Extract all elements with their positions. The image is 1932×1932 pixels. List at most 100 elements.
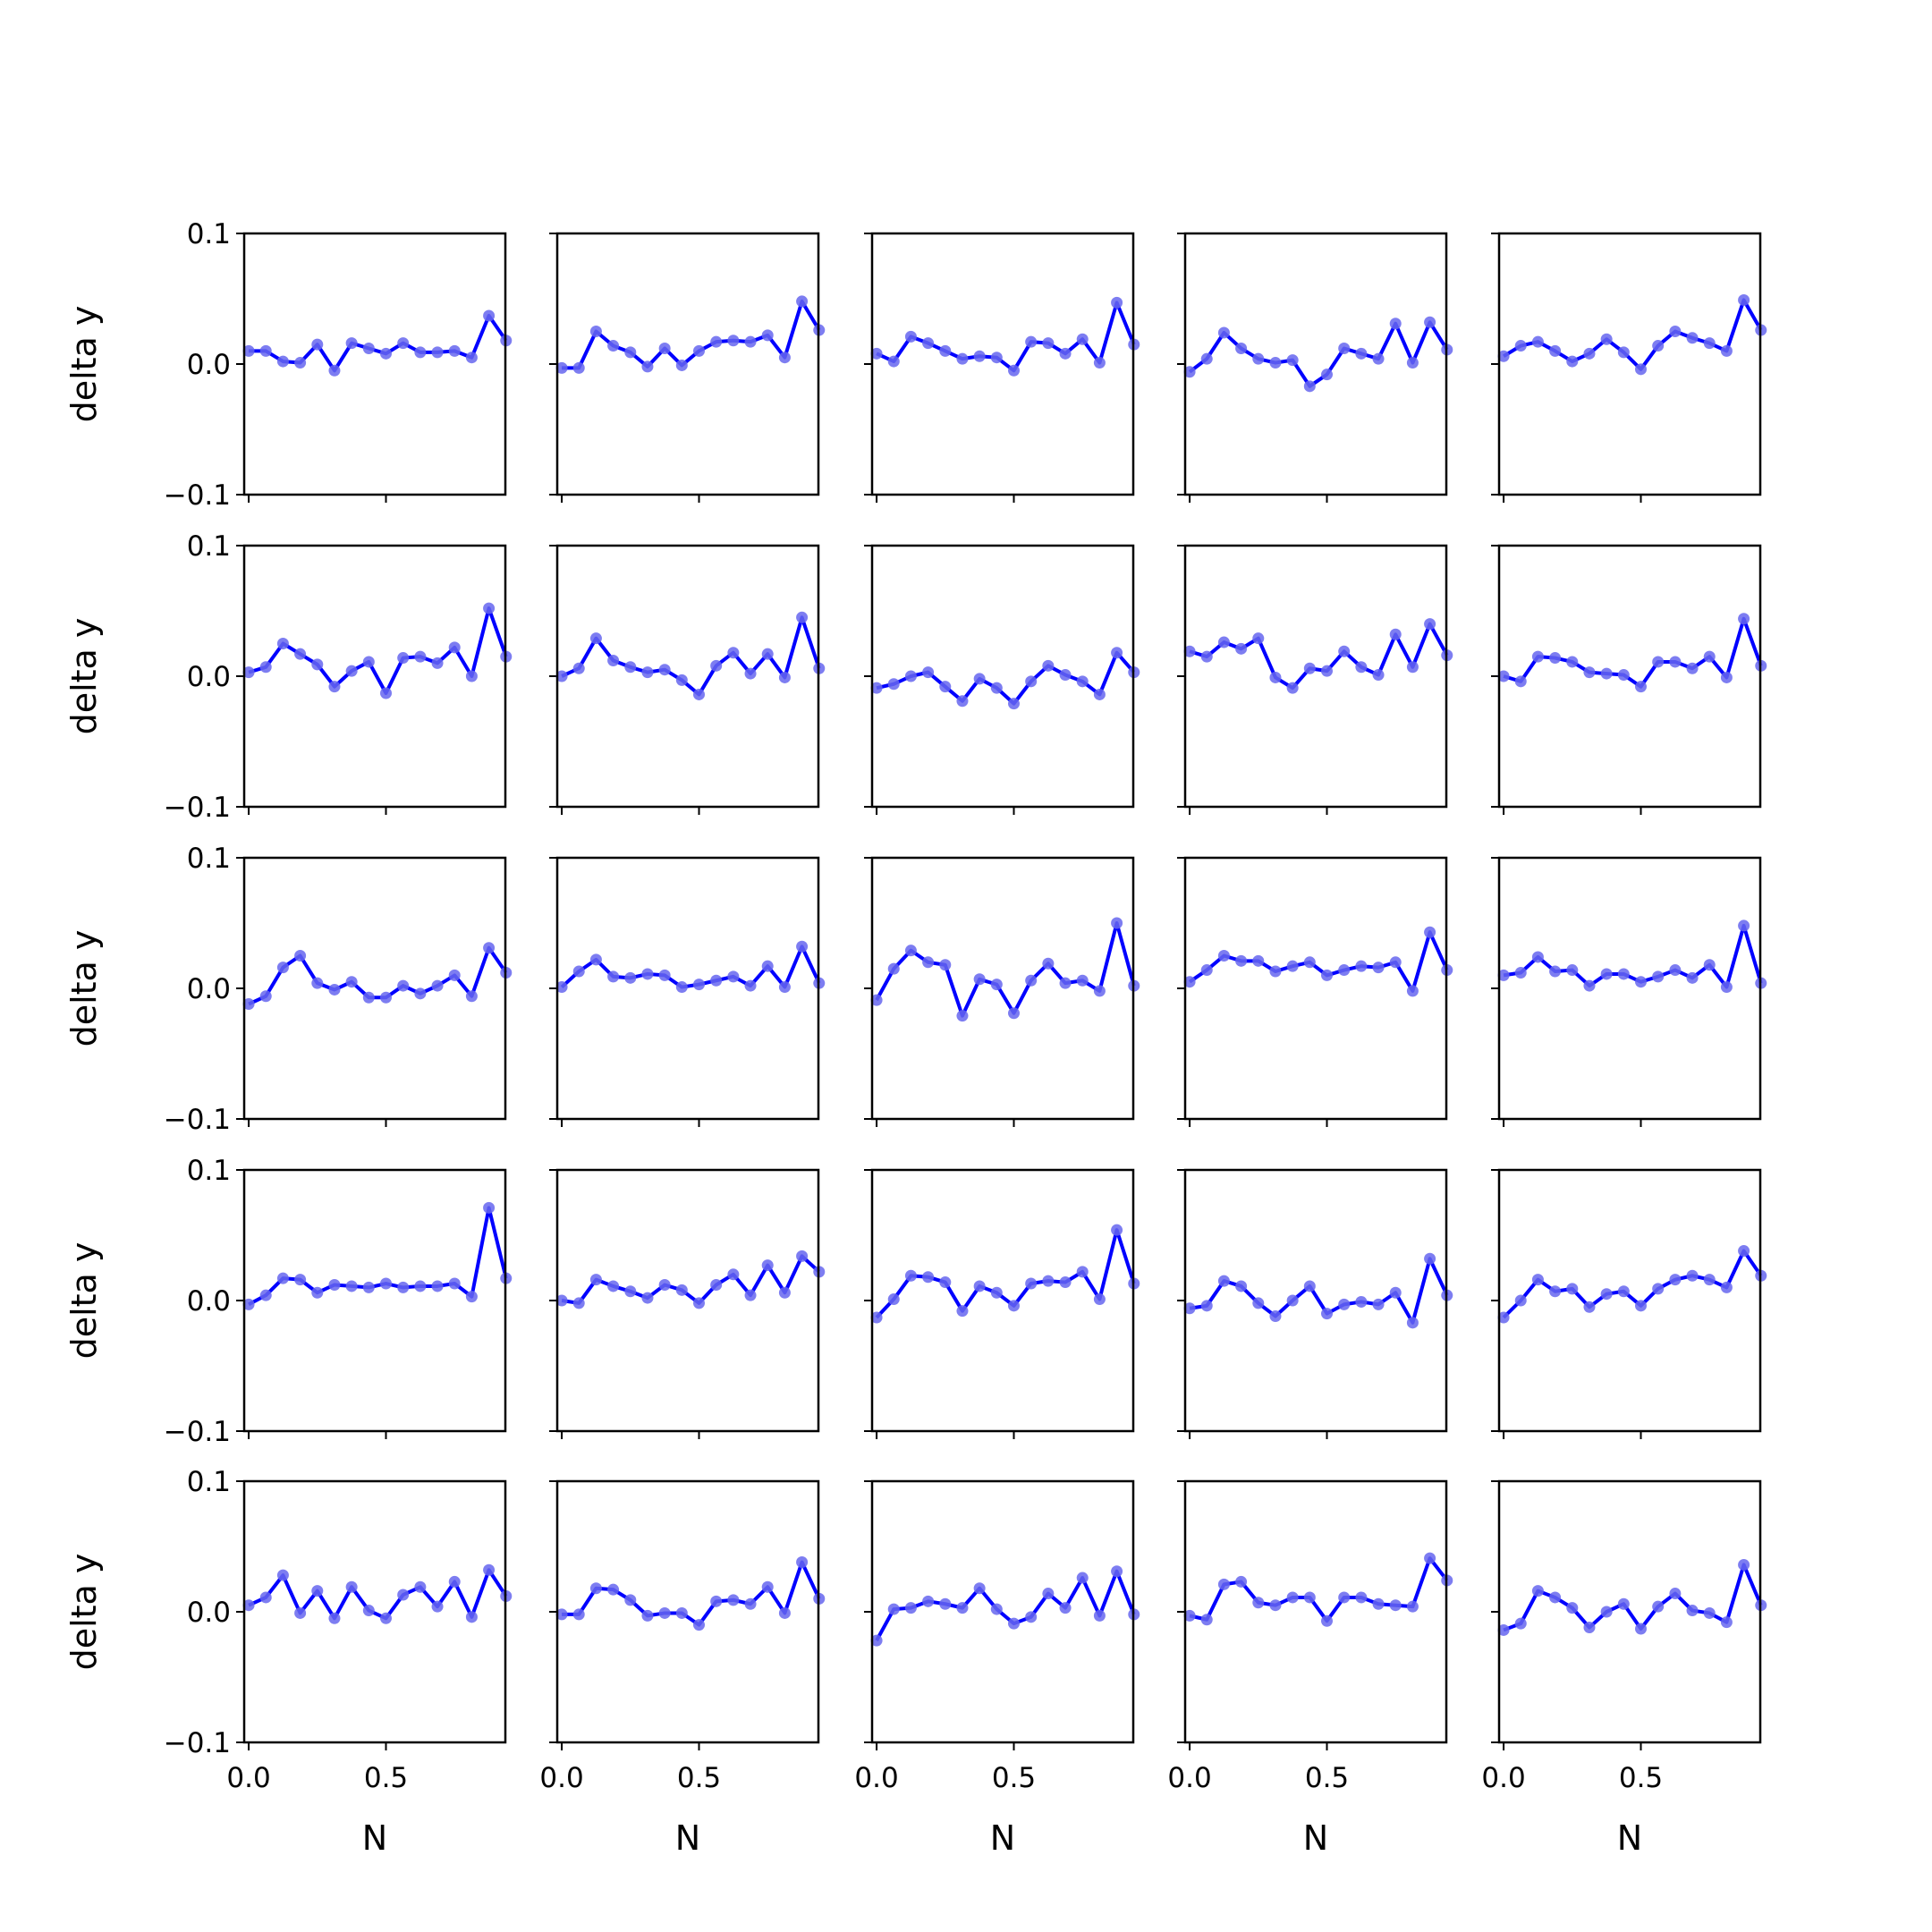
- axes-frame: [242, 856, 507, 1121]
- data-point: [1669, 964, 1682, 977]
- data-point: [483, 1201, 496, 1214]
- data-point: [414, 1280, 427, 1292]
- data-point: [1703, 650, 1716, 663]
- data-point: [956, 1305, 969, 1318]
- axes-frame: [870, 232, 1135, 496]
- data-point: [1286, 1591, 1299, 1604]
- data-point: [778, 352, 791, 364]
- panel-r3-c2: [549, 856, 826, 1127]
- data-point: [465, 1611, 478, 1623]
- data-point: [1406, 1600, 1419, 1613]
- data-point: [1549, 652, 1562, 665]
- data-point: [1286, 682, 1299, 694]
- data-point: [1566, 1283, 1579, 1295]
- data-point: [1669, 326, 1682, 337]
- data-point: [624, 1285, 637, 1298]
- data-point: [1183, 1609, 1196, 1622]
- data-point: [483, 309, 496, 322]
- series-line: [562, 1560, 821, 1627]
- series-line: [1502, 1249, 1763, 1319]
- data-point: [973, 350, 986, 362]
- data-point: [956, 1602, 969, 1614]
- data-point: [311, 1286, 324, 1299]
- data-point: [1600, 333, 1613, 345]
- series-line: [1189, 622, 1449, 691]
- panel-r5-c2: 0.0 0.5 N: [539, 1479, 826, 1858]
- axes-frame: [242, 232, 507, 496]
- y-tick-label: −0.1: [164, 792, 231, 824]
- axes-frame: [242, 544, 507, 809]
- data-point: [727, 1268, 740, 1281]
- data-point: [693, 688, 706, 700]
- panel-r4-c2: [549, 1168, 826, 1439]
- data-point: [1076, 333, 1089, 345]
- y-axis-label: delta y: [64, 618, 104, 735]
- data-point: [1093, 688, 1106, 700]
- series-line: [560, 945, 821, 989]
- data-point: [710, 335, 723, 348]
- data-point: [1703, 1274, 1716, 1286]
- data-point: [1424, 316, 1436, 328]
- data-point: [1531, 1274, 1544, 1286]
- data-point: [675, 1606, 688, 1619]
- data-point: [904, 670, 917, 682]
- data-point: [939, 344, 952, 357]
- data-point: [956, 1010, 969, 1022]
- series-line: [1188, 320, 1449, 388]
- data-point: [1686, 332, 1699, 344]
- data-point: [641, 360, 654, 373]
- series-line: [248, 1568, 508, 1621]
- data-point: [362, 1605, 375, 1617]
- data-point: [796, 940, 809, 953]
- data-point: [1389, 1599, 1402, 1612]
- data-point: [345, 1280, 358, 1292]
- data-point: [761, 648, 774, 660]
- data-point: [1303, 662, 1316, 674]
- data-point: [431, 657, 444, 669]
- data-point: [693, 1297, 706, 1309]
- axes-frame: [555, 1168, 820, 1433]
- data-point: [1686, 662, 1699, 674]
- data-point: [1635, 1623, 1648, 1635]
- panel-r3-c5: [1491, 856, 1767, 1127]
- axes-frame: [555, 544, 820, 809]
- panel-r2-c3: [864, 544, 1140, 815]
- data-point: [1303, 380, 1316, 393]
- data-point: [887, 355, 900, 368]
- data-point: [276, 355, 289, 368]
- data-point: [1183, 1302, 1196, 1315]
- data-point: [1617, 346, 1630, 359]
- data-point: [1531, 1585, 1544, 1597]
- data-point: [1269, 1599, 1282, 1612]
- data-point: [362, 1281, 375, 1293]
- data-point: [1269, 965, 1282, 978]
- data-point: [1200, 352, 1213, 365]
- data-point: [380, 687, 393, 699]
- data-point: [624, 661, 637, 674]
- data-point: [555, 1294, 568, 1307]
- data-point: [990, 1603, 1003, 1615]
- data-point: [675, 359, 688, 371]
- data-point: [242, 1599, 255, 1612]
- data-point: [658, 1278, 671, 1291]
- data-point: [1235, 342, 1248, 354]
- data-point: [1720, 671, 1733, 683]
- data-point: [380, 347, 393, 360]
- data-point: [259, 1289, 272, 1301]
- data-point: [345, 976, 358, 988]
- data-point: [311, 977, 324, 989]
- data-point: [1025, 1277, 1038, 1290]
- data-point: [555, 670, 568, 682]
- data-point: [1424, 926, 1436, 938]
- data-point: [1652, 1283, 1665, 1295]
- data-point: [242, 344, 255, 357]
- data-point: [362, 342, 375, 354]
- data-point: [1338, 964, 1351, 977]
- data-point: [710, 1595, 723, 1607]
- panel-r2-c4: [1177, 544, 1453, 815]
- data-point: [744, 1289, 757, 1301]
- data-point: [1059, 1276, 1072, 1289]
- data-point: [1111, 647, 1123, 659]
- data-point: [1531, 335, 1544, 348]
- data-point: [1217, 1578, 1230, 1590]
